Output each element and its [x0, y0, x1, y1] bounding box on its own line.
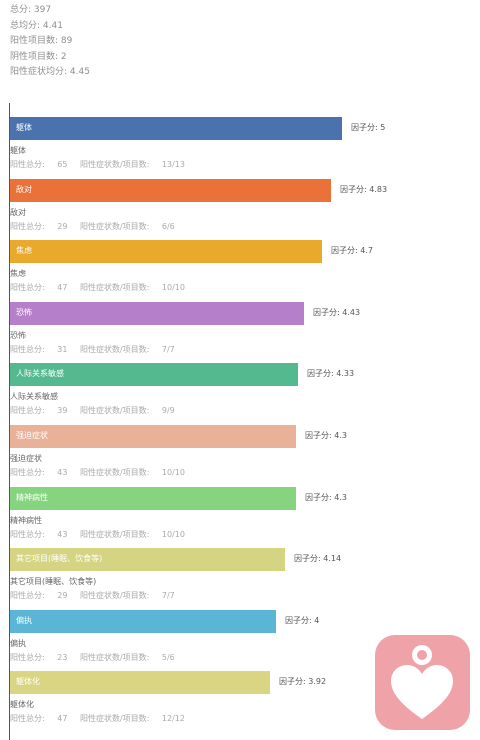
app-logo: [375, 635, 470, 730]
factor-score: 因子分: 4: [285, 615, 320, 625]
factor-bar-label: 精神病性: [16, 492, 48, 502]
factor-bar: 精神病性: [10, 486, 296, 510]
factor-stats: 阳性总分: 47 阳性症状数/项目数: 10/10: [10, 282, 185, 293]
factor-bar: 其它项目(睡眠、饮食等): [10, 548, 285, 572]
factor-bar-label: 躯体化: [16, 677, 40, 687]
positive-symptom-average: 阳性症状均分: 4.45: [10, 67, 90, 77]
factor-bar: 强迫症状: [10, 425, 296, 448]
factor-name: 偏执: [10, 638, 26, 648]
factor-row: 躯体化 因子分: 3.92 躯体化阳性总分: 47 阳性症状数/项目数: 12/12: [10, 671, 450, 733]
factor-stats: 阳性总分: 43 阳性症状数/项目数: 10/10: [10, 529, 185, 540]
factor-row: 焦虑 因子分: 4.7 焦虑阳性总分: 47 阳性症状数/项目数: 10/10: [10, 240, 450, 302]
total-score: 总分: 397: [10, 5, 52, 15]
negative-item-count: 阴性项目数: 2: [10, 51, 67, 62]
factor-score: 因子分: 4.43: [313, 307, 361, 317]
factor-bar-label: 敌对: [16, 184, 32, 194]
factor-stats: 阳性总分: 47 阳性症状数/项目数: 12/12: [10, 713, 185, 724]
factor-score: 因子分: 4.7: [331, 246, 373, 256]
factor-symptom-ratio: 阳性症状数/项目数: 10/10: [79, 529, 185, 539]
positive-item-count: 阳性项目数: 89: [10, 36, 73, 46]
factor-symptom-ratio: 阳性症状数/项目数: 10/10: [79, 468, 185, 477]
factor-score: 因子分: 3.92: [279, 677, 327, 687]
factor-symptom-ratio: 阳性症状数/项目数: 10/10: [79, 283, 185, 293]
factor-symptom-ratio: 阳性症状数/项目数: 7/7: [79, 344, 175, 354]
factor-bar-label: 强迫症状: [16, 431, 48, 440]
factor-positive-total: 阳性总分: 31: [10, 344, 68, 354]
factor-stats: 阳性总分: 65 阳性症状数/项目数: 13/13: [10, 159, 185, 170]
factor-symptom-ratio: 阳性症状数/项目数: 5/6: [79, 652, 175, 662]
factor-symptom-ratio: 阳性症状数/项目数: 12/12: [79, 714, 185, 724]
factor-symptom-ratio: 阳性症状数/项目数: 13/13: [79, 160, 185, 169]
factor-row: 其它项目(睡眠、饮食等) 因子分: 4.14 其它项目(睡眠、饮食等) 阳性总分: 2…: [10, 548, 450, 610]
factor-positive-total: 阳性总分: 43: [10, 529, 68, 539]
summary-panel: 总分: 397 总均分: 4.41 阳性项目数: 89 阴性项目数: 2 阳性症…: [10, 3, 90, 81]
average-score: 总均分: 4.41: [10, 20, 63, 31]
factor-positive-total: 阳性总分: 47: [10, 283, 68, 293]
factor-bar-label: 其它项目(睡眠、饮食等): [16, 554, 103, 564]
factor-positive-total: 阳性总分: 29: [10, 591, 68, 601]
factor-stats: 阳性总分: 29 阳性症状数/项目数: 6/6: [10, 221, 175, 232]
factor-bar: 敌对: [10, 178, 331, 202]
factor-bar-label: 恐怖: [16, 307, 32, 317]
factor-row: 人际关系敏感 因子分: 4.33 人际关系敏感 阳性总分: 39 阳性症状数/项目数:…: [10, 363, 450, 425]
factor-stats: 阳性总分: 23 阳性症状数/项目数: 5/6: [10, 652, 175, 663]
factor-row: 躯体 因子分: 5 躯体阳性总分: 65 阳性症状数/项目数: 13/13: [10, 117, 450, 179]
factor-positive-total: 阳性总分: 43: [10, 468, 68, 477]
factor-bar: 恐怖: [10, 301, 304, 325]
factor-score: 因子分: 4.83: [340, 184, 388, 194]
factor-positive-total: 阳性总分: 23: [10, 652, 68, 662]
factor-bar: 偏执: [10, 609, 276, 633]
factor-name: 躯体化: [10, 700, 34, 710]
factor-row: 精神病性 因子分: 4.3 精神病性阳性总分: 43 阳性症状数/项目数: 10/1…: [10, 486, 450, 549]
factor-positive-total: 阳性总分: 47: [10, 714, 68, 724]
factor-bar-label: 躯体: [16, 123, 32, 132]
factor-stats: 阳性总分: 39 阳性症状数/项目数: 9/9: [10, 405, 175, 416]
factor-bar: 躯体: [10, 117, 342, 140]
factor-symptom-ratio: 阳性症状数/项目数: 7/7: [79, 591, 175, 601]
chart-axis-line: [9, 103, 10, 740]
factor-positive-total: 阳性总分: 29: [10, 221, 68, 231]
factor-row: 偏执 因子分: 4 偏执阳性总分: 23 阳性症状数/项目数: 5/6: [10, 609, 450, 672]
factor-bar-label: 焦虑: [16, 246, 32, 256]
factor-bar-label: 偏执: [16, 615, 32, 625]
factor-name: 强迫症状: [10, 454, 42, 463]
factor-name: 躯体: [10, 146, 26, 155]
heart-person-icon: [391, 645, 453, 719]
factor-row: 敌对 因子分: 4.83 敌对阳性总分: 29 阳性症状数/项目数: 6/6: [10, 178, 450, 241]
factor-name: 恐怖: [10, 330, 26, 340]
factor-name: 其它项目(睡眠、饮食等): [10, 577, 97, 587]
factor-positive-total: 阳性总分: 39: [10, 406, 68, 416]
factor-positive-total: 阳性总分: 65: [10, 160, 68, 169]
factor-symptom-ratio: 阳性症状数/项目数: 6/6: [79, 221, 175, 231]
factor-row: 恐怖 因子分: 4.43 恐怖阳性总分: 31 阳性症状数/项目数: 7/7: [10, 301, 450, 364]
factor-score: 因子分: 4.3: [305, 431, 347, 440]
factor-score: 因子分: 4.14: [294, 554, 342, 564]
factor-score: 因子分: 5: [351, 123, 386, 132]
factor-bar: 焦虑: [10, 240, 322, 264]
factor-bar: 人际关系敏感: [10, 363, 298, 387]
factor-name: 人际关系敏感: [10, 392, 58, 402]
factor-name: 焦虑: [10, 269, 26, 279]
factor-bar: 躯体化: [10, 671, 270, 695]
factor-row: 强迫症状 因子分: 4.3 强迫症状阳性总分: 43 阳性症状数/项目数: 10/1…: [10, 425, 450, 487]
factor-name: 精神病性: [10, 515, 42, 525]
factor-stats: 阳性总分: 43 阳性症状数/项目数: 10/10: [10, 467, 185, 478]
factor-stats: 阳性总分: 29 阳性症状数/项目数: 7/7: [10, 590, 175, 601]
factor-symptom-ratio: 阳性症状数/项目数: 9/9: [79, 406, 175, 416]
factor-stats: 阳性总分: 31 阳性症状数/项目数: 7/7: [10, 344, 175, 355]
factor-score: 因子分: 4.33: [307, 369, 355, 379]
factor-bar-label: 人际关系敏感: [16, 369, 64, 379]
factor-name: 敌对: [10, 207, 26, 217]
factor-score: 因子分: 4.3: [305, 492, 347, 502]
